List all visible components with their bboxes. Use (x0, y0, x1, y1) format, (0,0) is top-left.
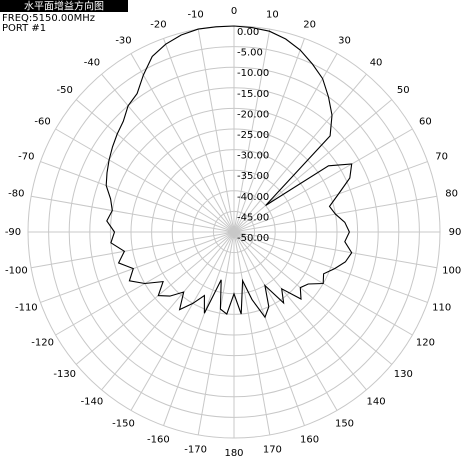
ring-label: 0.00 (237, 27, 259, 38)
grid-spoke (233, 38, 305, 233)
grid-spoke (233, 99, 393, 233)
angle-label: 40 (370, 58, 383, 69)
angle-label: 70 (435, 151, 448, 162)
grid-spoke (75, 99, 235, 233)
angle-label: 180 (224, 448, 243, 459)
angle-label: 0 (231, 6, 237, 17)
angle-label: -30 (115, 36, 131, 47)
angle-label: 60 (419, 117, 432, 128)
angle-label: -100 (5, 265, 28, 276)
ring-label: -20.00 (237, 109, 269, 120)
angle-label: 150 (335, 418, 354, 429)
ring-label: -15.00 (237, 89, 269, 100)
angle-label: 80 (445, 189, 458, 200)
grid-spoke (40, 161, 235, 233)
grid-spoke (233, 231, 305, 426)
ring-label: -50.00 (237, 233, 269, 244)
angle-label: -20 (150, 19, 166, 30)
angle-label: 120 (416, 338, 435, 349)
title-box (0, 0, 128, 12)
angle-label: -110 (15, 303, 38, 314)
grid-spoke (163, 231, 235, 426)
grid-spoke (233, 231, 428, 303)
angle-label: -170 (184, 445, 207, 456)
grid-spoke (75, 231, 235, 365)
angle-label: -50 (57, 85, 73, 96)
angle-label: -80 (8, 189, 24, 200)
angle-label: 30 (338, 36, 351, 47)
grid-spoke (233, 29, 271, 233)
freq-label: FREQ:5150.00MHz (2, 13, 95, 24)
angle-label: 140 (367, 396, 386, 407)
grid-spoke (130, 53, 235, 233)
grid-spoke (233, 231, 393, 365)
angle-label: 50 (397, 85, 410, 96)
ring-label: -35.00 (237, 171, 269, 182)
angle-label: -60 (34, 117, 50, 128)
chart-title: 水平面增益方向图 (24, 0, 104, 13)
angle-label: -120 (31, 338, 54, 349)
grid-spoke (101, 73, 235, 233)
angle-label: -160 (147, 435, 170, 446)
angle-label: -10 (187, 9, 203, 20)
grid-spoke (233, 73, 367, 233)
angle-label: -130 (53, 369, 76, 380)
angle-label: 10 (266, 9, 279, 20)
ring-label: -10.00 (237, 68, 269, 79)
grid-spoke (55, 128, 235, 233)
angle-label: -150 (112, 418, 135, 429)
angle-label: -70 (18, 151, 34, 162)
angle-label: 110 (432, 303, 451, 314)
angle-label: 100 (442, 265, 461, 276)
ring-label: -5.00 (237, 48, 263, 59)
grid-spoke (31, 231, 235, 269)
ring-label: -25.00 (237, 130, 269, 141)
ring-label: -45.00 (237, 212, 269, 223)
grid-spoke (233, 128, 413, 233)
angle-label: 160 (300, 435, 319, 446)
port-label: PORT #1 (2, 23, 46, 34)
angle-label: -140 (81, 396, 104, 407)
grid-spoke (233, 231, 437, 269)
grid-spoke (233, 231, 367, 391)
angle-label: 90 (449, 227, 462, 238)
grid-spoke (101, 231, 235, 391)
angle-label: 170 (263, 445, 282, 456)
grid-spoke (31, 195, 235, 233)
angle-label: -90 (5, 227, 21, 238)
pattern-line (105, 25, 353, 319)
angle-label: -40 (84, 58, 100, 69)
grid-spoke (233, 231, 338, 411)
angle-label: 20 (303, 19, 316, 30)
grid-spoke (233, 231, 271, 435)
grid-spoke (197, 231, 235, 435)
ring-label: -30.00 (237, 151, 269, 162)
grid-spoke (130, 231, 235, 411)
grid-spoke (40, 231, 235, 303)
angle-label: 130 (394, 369, 413, 380)
grid-spoke (163, 38, 235, 233)
grid-spoke (233, 161, 428, 233)
grid-spoke (197, 29, 235, 233)
ring-label: -40.00 (237, 192, 269, 203)
grid-spoke (233, 53, 338, 233)
